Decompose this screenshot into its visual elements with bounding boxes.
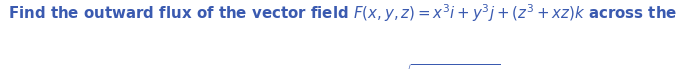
Text: region that is enclosed by the hemisphere $z = \sqrt{r^2 - x^2 - y^2}$  and the : region that is enclosed by the hemispher… [8,62,673,69]
Text: Find the outward flux of the vector field $F(x, y, z) = x^3i + y^3j + (z^3 + xz): Find the outward flux of the vector fiel… [8,2,676,24]
